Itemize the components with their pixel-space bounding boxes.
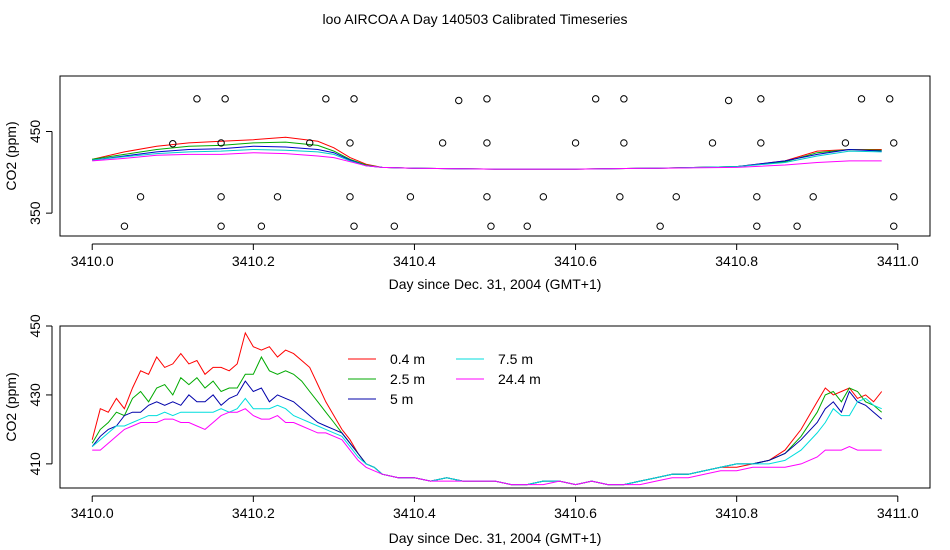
marker-point: [616, 193, 624, 201]
legend: 0.4 m 2.5 m 5 m 7.5 m 24.4 m: [348, 351, 541, 407]
marker-point: [708, 139, 717, 147]
legend-label: 5 m: [390, 391, 413, 407]
x-tick-label: 3411.0: [877, 253, 919, 269]
x-tick-label: 3411.0: [877, 505, 919, 521]
marker-point: [221, 95, 229, 103]
marker-point: [523, 222, 531, 230]
top-plot-frame: [59, 75, 931, 237]
top-panel: 3410.0 3410.2 3410.4 3410.6 3410.8 3411.0 350…: [3, 75, 931, 292]
marker-point: [346, 139, 354, 147]
x-tick-label: 3410.0: [71, 253, 114, 269]
legend-label: 0.4 m: [390, 351, 425, 367]
marker-point: [257, 222, 266, 230]
marker-point: [273, 193, 282, 201]
marker-point: [809, 193, 817, 201]
bottom-series-layer: [91, 331, 883, 486]
x-tick-label: 3410.4: [393, 253, 436, 269]
marker-point: [217, 222, 225, 230]
marker-point: [306, 139, 314, 147]
series-line-2-5-m: [91, 355, 883, 486]
marker-point: [346, 193, 354, 201]
x-tick-label: 3410.8: [715, 505, 758, 521]
legend-label: 7.5 m: [498, 351, 533, 367]
marker-point: [793, 222, 801, 230]
legend-label: 24.4 m: [498, 371, 541, 387]
x-tick-label: 3410.4: [393, 505, 436, 521]
marker-point: [724, 96, 733, 105]
marker-point: [672, 193, 680, 201]
marker-point: [591, 95, 600, 103]
top-x-axis-label: Day since Dec. 31, 2004 (GMT+1): [389, 276, 602, 292]
marker-point: [438, 139, 447, 147]
bottom-panel: 3410.0 3410.2 3410.4 3410.6 3410.8 3411.0 410…: [3, 314, 931, 546]
marker-point: [753, 222, 761, 230]
marker-point: [350, 222, 358, 230]
bottom-plot-frame: [59, 325, 931, 489]
marker-point: [406, 193, 415, 201]
bottom-y-axis: 410 430 450: [27, 314, 53, 476]
marker-point: [757, 95, 765, 103]
series-line-24-4-m: [92, 408, 882, 486]
marker-point: [136, 193, 145, 201]
marker-point: [455, 96, 463, 105]
marker-point: [390, 222, 399, 230]
y-tick-label: 450: [27, 120, 43, 144]
bottom-x-axis-label: Day since Dec. 31, 2004 (GMT+1): [389, 530, 602, 546]
x-tick-label: 3410.6: [554, 505, 597, 521]
marker-point: [571, 139, 580, 147]
x-tick-label: 3410.8: [715, 253, 758, 269]
y-tick-label: 430: [27, 383, 43, 407]
marker-point: [886, 95, 894, 103]
marker-point: [217, 193, 225, 201]
x-tick-label: 3410.0: [71, 505, 114, 521]
marker-point: [217, 139, 225, 147]
x-tick-label: 3410.2: [232, 253, 275, 269]
marker-point: [483, 139, 491, 147]
marker-point: [890, 193, 898, 201]
top-series-layer: [92, 95, 898, 230]
marker-point: [890, 139, 898, 147]
y-tick-label: 350: [27, 201, 43, 225]
y-tick-label: 450: [27, 314, 43, 338]
marker-point: [322, 95, 330, 103]
y-tick-label: 410: [27, 452, 43, 476]
marker-point: [350, 95, 358, 103]
bottom-y-axis-label: CO2 (ppm): [3, 372, 19, 441]
marker-point: [487, 222, 495, 230]
series-line-7-5-m: [91, 397, 882, 486]
marker-point: [620, 95, 628, 103]
marker-point: [483, 95, 491, 103]
bottom-x-axis: 3410.0 3410.2 3410.4 3410.6 3410.8 3411.0: [71, 495, 919, 521]
series-line-2-5m: [92, 141, 882, 170]
marker-point: [120, 222, 129, 230]
top-y-axis: 350 450: [27, 120, 53, 225]
figure-title: loo AIRCOA A Day 140503 Calibrated Times…: [322, 11, 627, 27]
marker-point: [539, 193, 548, 201]
legend-label: 2.5 m: [390, 371, 425, 387]
marker-point: [857, 95, 866, 103]
marker-point: [193, 95, 201, 103]
marker-point: [753, 193, 761, 201]
x-tick-label: 3410.6: [554, 253, 597, 269]
series-line-24-4m: [92, 152, 882, 170]
top-y-axis-label: CO2 (ppm): [3, 121, 19, 190]
marker-point: [483, 193, 491, 201]
series-line-5-m: [91, 380, 883, 486]
top-x-axis: 3410.0 3410.2 3410.4 3410.6 3410.8 3411.0: [71, 243, 919, 269]
x-tick-label: 3410.2: [232, 505, 275, 521]
marker-point: [169, 140, 177, 148]
marker-point: [620, 139, 628, 147]
marker-point: [890, 222, 898, 230]
marker-point: [841, 139, 850, 147]
marker-point: [656, 222, 664, 230]
marker-point: [757, 139, 765, 147]
